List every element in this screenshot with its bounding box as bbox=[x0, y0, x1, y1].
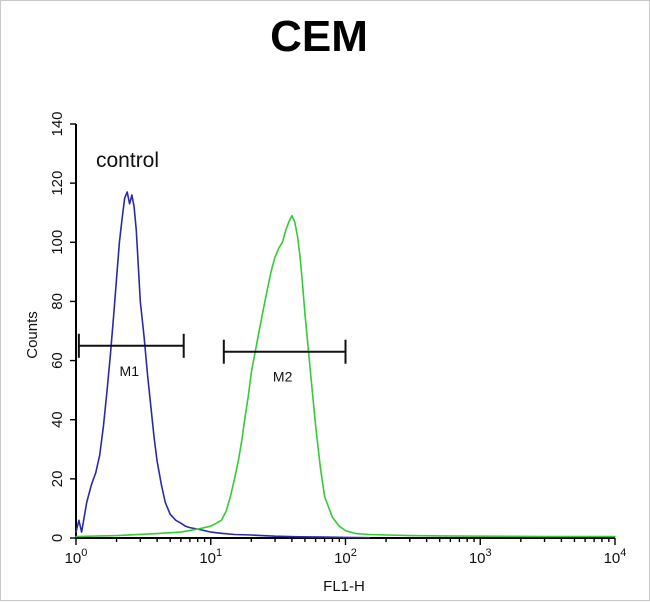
x-tick-base: 10 bbox=[334, 550, 351, 567]
y-tick-label: 80 bbox=[49, 293, 66, 310]
x-tick-exponent: 1 bbox=[216, 547, 222, 559]
x-tick-exponent: 2 bbox=[351, 547, 357, 559]
y-tick-label: 120 bbox=[49, 171, 66, 196]
gate-label: M1 bbox=[120, 363, 140, 379]
x-tick-base: 10 bbox=[604, 550, 621, 567]
y-tick-label: 100 bbox=[49, 230, 66, 255]
y-tick-label: 60 bbox=[49, 352, 66, 369]
y-tick-label: 140 bbox=[49, 111, 66, 136]
x-tick-base: 10 bbox=[65, 550, 82, 567]
gate-label: M2 bbox=[273, 369, 293, 385]
x-tick-label: 102 bbox=[334, 547, 357, 567]
control-histogram-line bbox=[75, 191, 370, 539]
x-tick-exponent: 4 bbox=[620, 547, 626, 559]
x-tick-label: 100 bbox=[65, 547, 88, 567]
x-tick-base: 10 bbox=[199, 550, 216, 567]
y-tick-label: 40 bbox=[49, 411, 66, 428]
x-tick-label: 104 bbox=[604, 547, 627, 567]
y-tick-label: 0 bbox=[49, 534, 66, 542]
x-tick-base: 10 bbox=[469, 550, 486, 567]
x-tick-exponent: 0 bbox=[81, 547, 87, 559]
x-axis-label: FL1-H bbox=[323, 578, 365, 595]
y-axis-label: Counts bbox=[24, 311, 41, 359]
y-tick-label: 20 bbox=[49, 471, 66, 488]
chart-title: CEM bbox=[270, 12, 368, 61]
x-tick-label: 101 bbox=[199, 547, 222, 567]
sample-histogram-line bbox=[75, 214, 616, 538]
x-tick-label: 103 bbox=[469, 547, 492, 567]
control-annotation: control bbox=[96, 149, 159, 172]
x-tick-exponent: 3 bbox=[486, 547, 492, 559]
